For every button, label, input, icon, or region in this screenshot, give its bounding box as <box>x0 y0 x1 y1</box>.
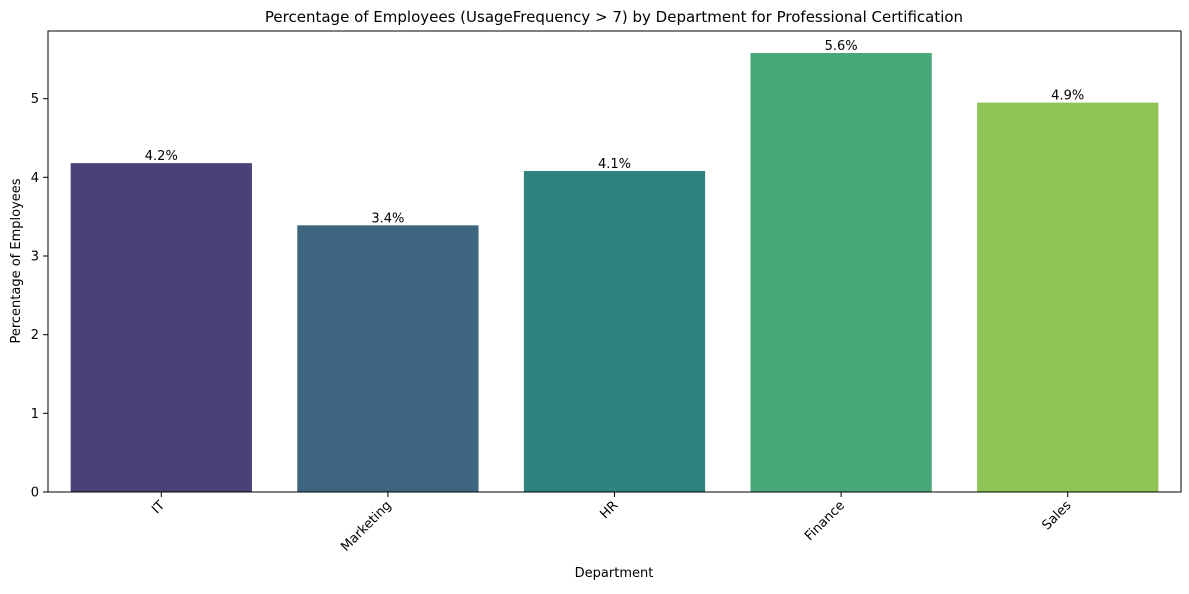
x-tick-label-hr: HR <box>597 498 621 522</box>
data-label-sales: 4.9% <box>1051 89 1084 104</box>
x-axis-label: Department <box>575 566 654 581</box>
y-axis-label: Percentage of Employees <box>9 178 24 343</box>
data-label-marketing: 3.4% <box>371 211 404 226</box>
bar-marketing <box>297 225 479 492</box>
bar-finance <box>750 53 932 492</box>
data-label-hr: 4.1% <box>598 157 631 172</box>
x-tick-label-sales: Sales <box>1039 498 1074 533</box>
y-tick-label: 3 <box>31 249 39 264</box>
x-tick-label-marketing: Marketing <box>338 498 394 554</box>
chart-title: Percentage of Employees (UsageFrequency … <box>265 8 963 26</box>
data-label-finance: 5.6% <box>825 39 858 54</box>
x-tick-label-finance: Finance <box>802 498 848 544</box>
y-tick-label: 2 <box>31 328 39 343</box>
y-tick-label: 1 <box>31 407 39 422</box>
y-tick-label: 0 <box>31 486 39 501</box>
bar-hr <box>523 171 706 492</box>
bar-sales <box>977 102 1159 492</box>
x-tick-label-it: IT <box>149 498 168 517</box>
data-label-it: 4.2% <box>145 149 178 164</box>
y-tick-label: 4 <box>31 171 39 186</box>
plot-area: 4.2% 3.4% 4.1% 5.6% 4.9% 0 1 2 3 4 5 IT Marketing HR F… <box>31 30 1182 555</box>
bar-it <box>70 163 252 492</box>
y-tick-label: 5 <box>31 92 39 107</box>
